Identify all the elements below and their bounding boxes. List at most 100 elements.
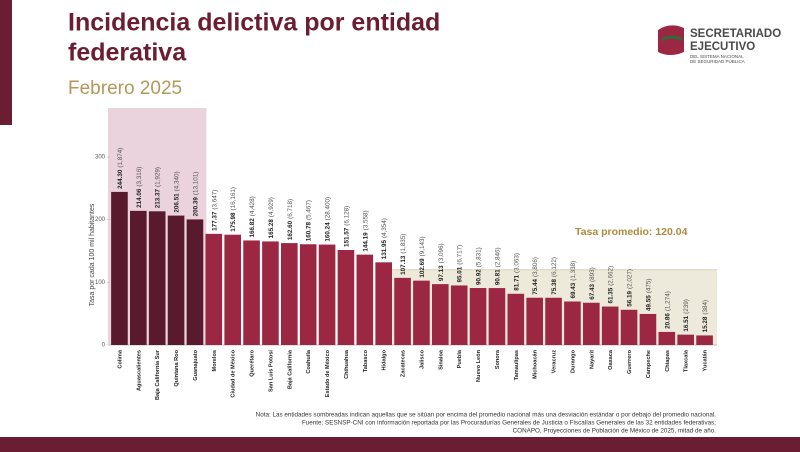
value-label-count: (5,467): [305, 200, 312, 220]
value-label-count: (1,274): [664, 291, 671, 311]
bar: [658, 331, 676, 345]
value-label: 81.71 (3,063): [513, 253, 520, 291]
x-tick-label: Tlaxcala: [684, 349, 690, 372]
logo-emblem: [658, 25, 684, 55]
value-label-rate: 61.35: [607, 287, 614, 303]
value-label-count: (3,558): [362, 210, 369, 230]
value-label-rate: 165.28: [268, 219, 275, 239]
y-axis-label: Tasa por cada 100 mil habitantes: [89, 203, 96, 306]
value-label-rate: 200.39: [192, 197, 199, 217]
left-strip: [0, 0, 12, 125]
value-label: 160.24 (28,400): [324, 197, 331, 242]
value-label: 131.95 (4,354): [381, 218, 388, 259]
value-label-count: (2,662): [607, 266, 614, 286]
bar: [375, 262, 392, 345]
value-label: 107.13(1,835): [400, 234, 407, 275]
value-label: 95.01(6,717): [456, 245, 463, 283]
value-label-rate: 244.30: [117, 169, 124, 189]
value-label: 15.28(384): [702, 300, 709, 332]
value-label-count: (6,122): [551, 257, 558, 277]
value-label-count: (1,338): [570, 261, 577, 281]
value-label-rate: 75.44: [532, 278, 539, 294]
y-tick-label: 0: [102, 343, 106, 349]
average-label: Tasa promedio: 120.04: [575, 226, 688, 238]
value-label-count: (3,316): [135, 167, 142, 187]
value-label: 90.92 (5,831): [475, 247, 482, 285]
value-label: 244.30(1,874): [117, 148, 124, 189]
x-tick-label: Michoacán: [533, 349, 539, 378]
value-label: 102.69 (9,143): [419, 236, 426, 277]
value-label-rate: 95.01: [456, 266, 463, 282]
bar: [186, 219, 204, 345]
x-tick-label: Ciudad de México: [231, 349, 237, 397]
bar: [507, 293, 525, 345]
x-tick-label: Estado de México: [325, 349, 331, 397]
value-label: 97.13 (3,096): [437, 243, 444, 281]
bar: [469, 288, 487, 345]
value-label-count: (13,101): [192, 172, 199, 195]
x-tick-label: Quintana Roo: [174, 349, 180, 386]
bar: [432, 284, 449, 345]
chart-title: federativa: [68, 39, 187, 67]
logo: SECRETARIADO EJECUTIVO DEL SISTEMA NACIO…: [658, 25, 781, 64]
bar: [281, 243, 298, 345]
value-label: 175.98 (16,161): [230, 187, 237, 232]
value-label-count: (4,340): [173, 171, 180, 191]
value-label-count: (3,647): [211, 190, 218, 210]
x-tick-label: Oaxaca: [608, 349, 614, 370]
x-tick-label: Coahuila: [306, 349, 312, 374]
bar: [450, 285, 468, 345]
x-tick-label: Sonora: [495, 349, 501, 369]
x-tick-label: Zacatecas: [401, 350, 407, 377]
value-label: 49.55 (475): [645, 278, 652, 310]
chart-title: Incidencia delictiva por entidad: [68, 9, 440, 37]
bar: [620, 309, 638, 345]
value-label-count: (1,929): [154, 167, 161, 187]
value-label-count: (239): [683, 299, 690, 314]
logo-text: EJECUTIVO: [690, 41, 755, 53]
value-label-rate: 69.43: [570, 282, 577, 298]
x-tick-label: Durango: [570, 349, 576, 373]
bar: [356, 254, 374, 345]
value-label-rate: 107.13: [400, 255, 407, 275]
x-tick-label: Campeche: [646, 350, 652, 378]
value-label: 214.06(3,316): [135, 167, 142, 208]
bar: [583, 302, 600, 345]
bar: [564, 301, 581, 345]
bar: [639, 313, 657, 345]
x-tick-label: Baja California: [287, 349, 293, 389]
value-label: 20.86 (1,274): [664, 291, 671, 329]
note: CONAPO, Proyecciones de Población de Méx…: [513, 428, 717, 435]
value-label-rate: 49.55: [645, 295, 652, 311]
bar: [224, 234, 241, 345]
x-tick-label: Veracruz: [552, 350, 558, 374]
value-label: 61.35(2,662): [607, 266, 614, 304]
value-label-count: (3,096): [437, 243, 444, 263]
bar: [243, 240, 260, 345]
x-tick-label: Morelos: [212, 350, 218, 371]
y-tick-label: 300: [95, 155, 106, 161]
x-tick-label: Yucatán: [703, 349, 709, 371]
value-label-count: (4,354): [381, 218, 388, 238]
value-label-rate: 75.38: [551, 279, 558, 295]
value-label-count: (1,874): [117, 148, 124, 168]
value-label-count: (9,143): [419, 236, 426, 256]
value-label: 151.57(6,128): [343, 206, 350, 247]
bar: [677, 334, 694, 345]
value-label-count: (6,718): [286, 199, 293, 219]
bar: [318, 244, 336, 345]
x-tick-label: Baja California Sur: [155, 349, 161, 400]
chart-subtitle: Febrero 2025: [68, 78, 182, 99]
bar: [601, 306, 619, 345]
x-tick-label: Colima: [117, 349, 123, 369]
value-label-rate: 90.92: [475, 269, 482, 285]
value-label-rate: 97.13: [437, 265, 444, 281]
value-label-count: (3,063): [513, 253, 520, 273]
value-label: 160.78(5,467): [305, 200, 312, 241]
bar: [394, 277, 411, 345]
bar: [488, 288, 506, 345]
x-tick-label: Nayarit: [589, 350, 595, 369]
value-label-rate: 16.51: [683, 315, 690, 331]
bar: [111, 191, 128, 345]
value-label-rate: 175.98: [230, 212, 237, 232]
